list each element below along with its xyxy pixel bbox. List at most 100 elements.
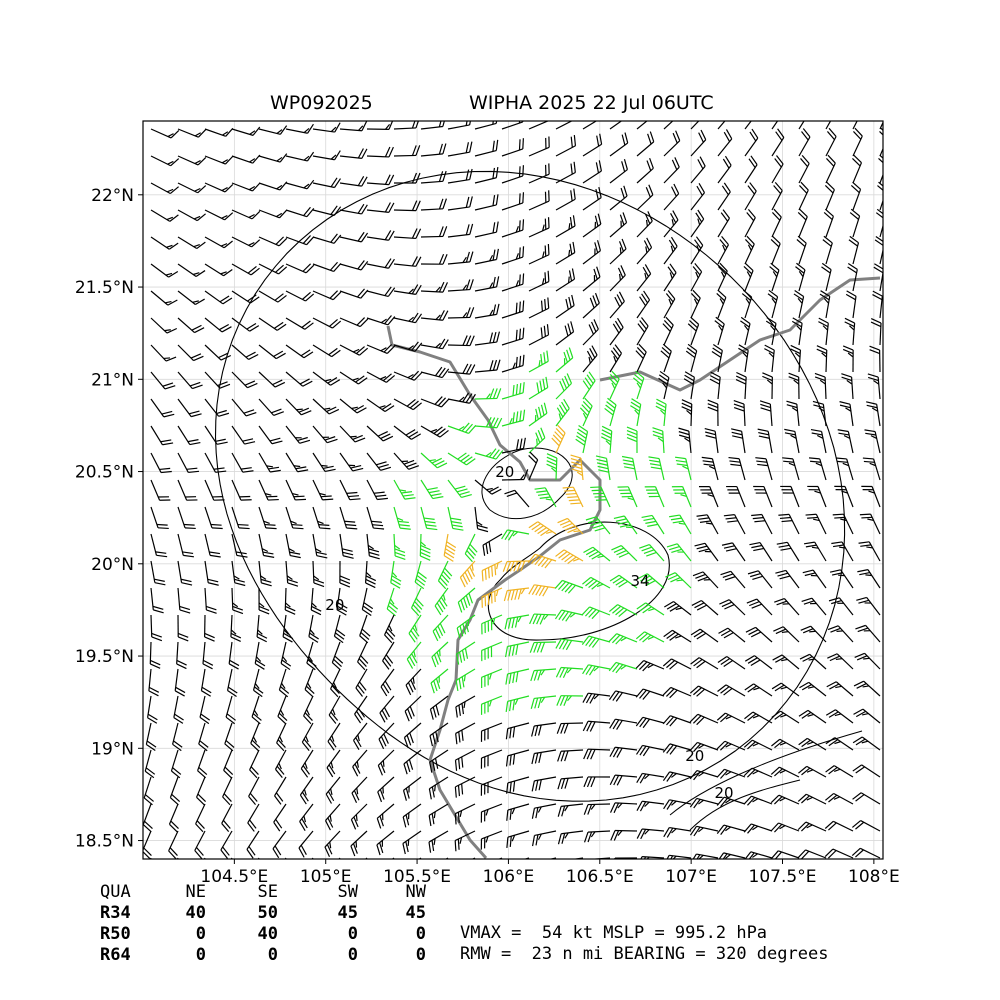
wind-barb bbox=[662, 743, 692, 755]
wind-barb bbox=[776, 541, 800, 562]
wind-barb bbox=[258, 452, 281, 473]
table-header-row: QUA NE SE SW NW bbox=[100, 882, 426, 903]
wind-barb bbox=[333, 614, 346, 644]
wind-barb bbox=[258, 125, 288, 135]
wind-barb bbox=[770, 794, 800, 805]
wind-barb bbox=[204, 182, 234, 193]
wind-barb bbox=[456, 614, 476, 639]
wind-barb bbox=[172, 722, 183, 752]
wind-barb bbox=[555, 161, 576, 184]
wind-barb bbox=[454, 803, 476, 825]
wind-barb bbox=[481, 587, 503, 608]
wind-barb bbox=[482, 533, 503, 556]
wind-barb bbox=[177, 479, 198, 501]
wind-barb bbox=[555, 268, 576, 292]
wind-barb bbox=[420, 281, 449, 293]
wind-barb bbox=[557, 803, 584, 817]
wind-barb bbox=[805, 513, 827, 535]
wind-barb bbox=[751, 513, 773, 535]
wind-barb bbox=[366, 371, 396, 383]
wind-barb bbox=[635, 631, 665, 643]
wind-barb bbox=[720, 570, 746, 589]
wind-barb bbox=[204, 560, 219, 586]
wind-barb bbox=[231, 209, 261, 220]
wind-barb bbox=[150, 506, 169, 530]
wind-barb bbox=[528, 427, 546, 454]
wind-barb bbox=[150, 209, 179, 222]
wind-barb bbox=[531, 803, 557, 819]
wind-barb bbox=[658, 370, 670, 400]
wind-barb bbox=[669, 514, 692, 535]
wind-barb bbox=[637, 573, 665, 589]
wind-barb bbox=[352, 749, 368, 777]
wind-barb bbox=[609, 718, 638, 730]
wind-barb bbox=[432, 614, 449, 642]
wind-barb bbox=[791, 317, 803, 346]
wind-barb bbox=[555, 638, 584, 651]
wind-barb bbox=[168, 830, 179, 859]
wind-barb bbox=[231, 560, 246, 587]
wind-barb bbox=[258, 290, 287, 303]
wind-barb bbox=[744, 128, 759, 157]
cell: 50 bbox=[257, 903, 278, 923]
wind-barb bbox=[366, 286, 396, 298]
wind-barb bbox=[250, 722, 261, 752]
wind-barb bbox=[662, 686, 692, 699]
wind-barb bbox=[258, 506, 277, 530]
wind-barbs bbox=[143, 121, 883, 859]
wind-barb bbox=[149, 641, 161, 669]
wind-barb bbox=[744, 683, 773, 697]
wind-barb bbox=[285, 425, 311, 444]
wind-barb bbox=[480, 722, 503, 742]
contour-labels: 20 20 34 20 20 bbox=[325, 463, 733, 802]
wind-barb bbox=[585, 516, 611, 535]
wind-barb bbox=[145, 722, 157, 752]
wind-barb bbox=[146, 695, 158, 724]
wind-barb bbox=[556, 695, 584, 706]
wind-barb bbox=[505, 722, 530, 740]
wind-barb bbox=[825, 792, 854, 805]
wind-barb bbox=[769, 262, 780, 292]
wind-barb bbox=[636, 264, 652, 292]
wind-barb bbox=[689, 713, 719, 726]
wind-barb bbox=[150, 587, 164, 614]
wind-barb bbox=[376, 830, 395, 856]
wind-barb bbox=[328, 695, 341, 724]
wind-barb bbox=[350, 803, 368, 830]
wind-barb bbox=[678, 427, 692, 454]
x-tick-label: 107°E bbox=[665, 867, 717, 887]
wind-barb bbox=[879, 127, 883, 157]
y-tick-label: 18.5°N bbox=[75, 832, 134, 852]
wind-barb bbox=[534, 487, 557, 508]
wind-barb bbox=[621, 455, 638, 481]
wind-barb bbox=[447, 279, 474, 292]
wind-barb bbox=[786, 400, 800, 427]
wind-barb bbox=[743, 262, 754, 292]
wind-barb bbox=[224, 722, 235, 752]
row-label: R50 bbox=[100, 924, 131, 944]
wind-barb bbox=[501, 121, 524, 130]
wind-barb bbox=[666, 543, 692, 562]
wind-barb bbox=[824, 820, 854, 832]
wind-barb bbox=[447, 363, 476, 375]
wind-barb bbox=[501, 327, 525, 346]
wind-barb bbox=[408, 614, 422, 643]
header-ne: NE bbox=[185, 882, 206, 902]
wind-barb bbox=[366, 230, 395, 241]
wind-barb bbox=[420, 366, 450, 379]
wind-barb bbox=[528, 297, 550, 319]
wind-barb bbox=[582, 160, 602, 184]
y-tick-label: 19°N bbox=[91, 739, 134, 759]
wind-barb bbox=[851, 820, 881, 832]
wind-barb bbox=[744, 155, 758, 184]
wind-barb bbox=[501, 354, 525, 373]
wind-barb bbox=[455, 722, 476, 745]
wind-barb bbox=[555, 398, 570, 427]
wind-barb bbox=[150, 479, 171, 501]
wind-barb bbox=[420, 198, 447, 211]
wind-barb bbox=[258, 317, 287, 331]
wind-barb bbox=[696, 514, 719, 535]
wind-barb bbox=[824, 848, 854, 859]
wind-barb bbox=[474, 121, 498, 130]
wind-barb bbox=[528, 584, 557, 597]
